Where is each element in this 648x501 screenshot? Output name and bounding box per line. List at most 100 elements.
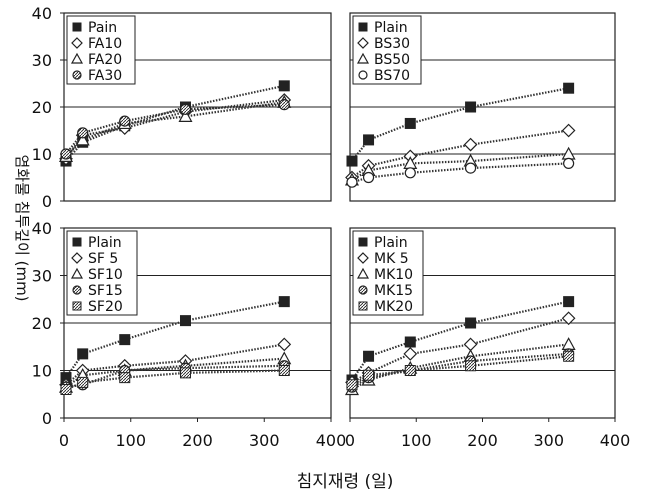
data-point [404,365,416,376]
y-tick-label: 40 [32,219,52,238]
data-point [465,317,477,329]
data-point [346,155,358,167]
legend-marker [358,70,368,80]
data-point [179,367,191,379]
legend-marker [356,267,370,279]
data-point [179,315,191,327]
data-point [362,171,375,184]
legend-marker [356,52,370,64]
data-point [404,117,416,129]
y-tick-label: 20 [32,314,52,333]
x-tick-label: 200 [182,431,213,450]
legend-marker [357,252,369,264]
x-tick-label: 0 [59,431,69,450]
legend-label: SF 5 [88,251,118,267]
y-tick-label: 30 [32,51,52,70]
data-point [561,337,576,350]
data-point [278,80,290,92]
data-point [563,350,575,362]
data-point [563,82,575,94]
data-point [278,365,290,376]
data-point [561,311,576,326]
data-point [465,360,477,372]
data-point [60,148,72,160]
legend-label: MK15 [374,283,413,299]
data-point [277,337,292,352]
legend-marker [72,22,82,32]
legend-label: FA10 [88,36,122,52]
legend-label: Plain [374,20,408,36]
x-tick-label: 300 [533,431,564,450]
data-point [119,334,131,346]
series-line [351,87,569,162]
legend-marker [71,37,83,49]
legend-label: Plain [374,235,408,251]
data-point [463,137,478,152]
series-line [65,103,285,155]
legend-marker [358,285,368,295]
legend-marker [72,285,82,295]
data-point [75,132,90,146]
series-line [65,84,285,162]
data-point [179,103,192,115]
legend-label: MK10 [374,267,413,283]
series-line [351,162,569,184]
legend-marker [358,237,368,247]
legend-label: Plain [88,235,122,251]
y-tick-label: 40 [32,4,52,23]
data-point [463,337,478,352]
data-point [119,115,131,127]
data-point [404,167,416,179]
legend-marker [71,252,83,264]
x-axis-title: 침지재령 (일) [297,472,394,492]
x-tick-label: 300 [249,431,280,450]
data-point [77,348,89,360]
legend-marker [70,267,84,279]
plot-frame [349,12,616,202]
y-tick-label: 0 [42,409,52,428]
data-point [403,156,418,169]
legend-marker [72,237,82,247]
data-point [346,176,358,188]
series-line [65,364,285,389]
y-tick-label: 30 [32,267,52,286]
x-tick-label: 400 [600,431,631,450]
data-point [119,372,131,384]
legend-label: SF10 [88,267,123,283]
data-point [363,369,375,381]
y-tick-label: 0 [42,192,52,211]
x-tick-label: 400 [316,431,347,450]
data-point [278,296,290,308]
series-line [65,357,285,388]
legend-label: BS50 [374,52,410,68]
legend-label: SF15 [88,283,123,299]
y-tick-label: 10 [32,145,52,164]
data-point [561,146,576,160]
data-point [60,384,72,395]
data-point [178,109,193,123]
legend-label: FA30 [88,68,122,84]
data-point [363,350,375,362]
data-point [403,347,418,361]
x-tick-label: 0 [345,431,355,450]
data-point [563,296,575,308]
x-tick-label: 200 [467,431,498,450]
data-point [563,157,575,169]
x-tick-label: 100 [115,431,146,450]
data-point [561,123,576,138]
legend-label: BS70 [374,68,410,84]
legend-label: BS30 [374,36,410,52]
data-point [77,127,89,139]
legend-marker [72,301,82,311]
data-point [346,379,358,391]
data-point [465,101,477,113]
data-point [77,376,89,388]
